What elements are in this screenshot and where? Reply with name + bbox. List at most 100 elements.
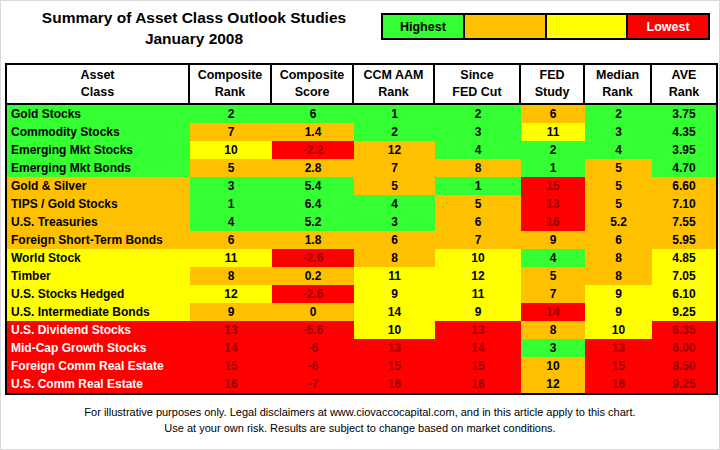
value-cell: 12	[354, 141, 435, 159]
legend-swatch-highest: Highest	[383, 15, 463, 38]
value-cell: 16	[521, 213, 585, 231]
asset-class-cell: Emerging Mkt Stocks	[7, 141, 190, 159]
value-cell: 9.25	[652, 303, 716, 321]
value-cell: 2	[435, 105, 521, 123]
value-cell: 5.4	[272, 177, 354, 195]
asset-class-cell: Gold & Silver	[7, 177, 190, 195]
value-cell: -2.6	[272, 285, 354, 303]
value-cell: 6	[354, 231, 435, 249]
value-cell: 8	[585, 267, 652, 285]
asset-class-cell: U.S. Treasuries	[7, 213, 190, 231]
value-cell: 5	[585, 177, 652, 195]
value-cell: 7	[354, 159, 435, 177]
header-line: Class	[81, 84, 114, 101]
value-cell: 7	[190, 123, 272, 141]
value-cell: 9	[354, 285, 435, 303]
value-cell: 3.95	[652, 141, 716, 159]
table-row: U.S. Intermediate Bonds901491499.25	[7, 303, 716, 321]
value-cell: 2.8	[272, 159, 354, 177]
value-cell: -5.6	[272, 321, 354, 339]
value-cell: 11	[435, 285, 521, 303]
value-cell: 8	[435, 159, 521, 177]
value-cell: 1	[354, 105, 435, 123]
value-cell: 6	[521, 105, 585, 123]
value-cell: 1	[521, 159, 585, 177]
value-cell: 8	[354, 249, 435, 267]
table-row: Emerging Mkt Bonds52.878154.70	[7, 159, 716, 177]
value-cell: 7	[435, 231, 521, 249]
disclaimer-line2: Use at your own risk. Results are subjec…	[0, 420, 720, 436]
value-cell: 8	[190, 267, 272, 285]
value-cell: 6.00	[652, 339, 716, 357]
value-cell: 5.2	[272, 213, 354, 231]
column-header-composite-rank: CompositeRank	[190, 65, 272, 103]
asset-class-cell: Foreign Short-Term Bonds	[7, 231, 190, 249]
value-cell: 5.2	[585, 213, 652, 231]
header-line: Composite	[280, 67, 345, 84]
header-line: Rank	[378, 84, 409, 101]
header-line: Since	[460, 67, 493, 84]
value-cell: 7.10	[652, 195, 716, 213]
legend-swatch-yellow	[545, 15, 627, 38]
value-cell: 14	[190, 339, 272, 357]
value-cell: 14	[521, 303, 585, 321]
value-cell: -7	[272, 375, 354, 393]
value-cell: 11	[521, 123, 585, 141]
header-line: Composite	[198, 67, 263, 84]
value-cell: 16	[435, 375, 521, 393]
header-line: CCM AAM	[364, 67, 424, 84]
disclaimer-line1: For illustrative purposes only. Legal di…	[0, 404, 720, 420]
value-cell: 0.2	[272, 267, 354, 285]
header-line: Rank	[602, 84, 633, 101]
value-cell: 4	[521, 249, 585, 267]
column-header-fed-study: FEDStudy	[521, 65, 585, 103]
value-cell: 12	[435, 267, 521, 285]
value-cell: 5	[354, 177, 435, 195]
asset-class-cell: Timber	[7, 267, 190, 285]
value-cell: 4.35	[652, 123, 716, 141]
value-cell: 4.70	[652, 159, 716, 177]
disclaimer: For illustrative purposes only. Legal di…	[0, 404, 720, 436]
value-cell: 10	[354, 321, 435, 339]
table-row: U.S. Stocks Hedged12-2.6911796.10	[7, 285, 716, 303]
asset-class-cell: U.S. Comm Real Estate	[7, 375, 190, 393]
value-cell: 3	[435, 123, 521, 141]
value-cell: 11	[354, 267, 435, 285]
header-line: FED Cut	[452, 84, 501, 101]
table-body: Gold Stocks2612623.75Commodity Stocks71.…	[7, 105, 716, 393]
chart-title-line1: Summary of Asset Class Outlook Studies	[8, 7, 380, 28]
value-cell: 1.8	[272, 231, 354, 249]
column-header-since-fed-cut: SinceFED Cut	[435, 65, 521, 103]
table-row: World Stock11-2.6810484.85	[7, 249, 716, 267]
value-cell: 12	[190, 285, 272, 303]
table-row: U.S. Dividend Stocks13-5.610138106.35	[7, 321, 716, 339]
value-cell: 13	[354, 339, 435, 357]
asset-class-cell: Emerging Mkt Bonds	[7, 159, 190, 177]
table-row: Emerging Mkt Stocks10-2.2124243.95	[7, 141, 716, 159]
value-cell: 7.05	[652, 267, 716, 285]
value-cell: 1	[190, 195, 272, 213]
legend: Highest Lowest	[381, 13, 710, 40]
column-header-ave-rank: AVERank	[652, 65, 716, 103]
legend-swatch-lowest: Lowest	[626, 15, 708, 38]
asset-class-cell: Commodity Stocks	[7, 123, 190, 141]
value-cell: 6.4	[272, 195, 354, 213]
value-cell: 5.95	[652, 231, 716, 249]
header-line: Rank	[215, 84, 246, 101]
value-cell: 14	[354, 303, 435, 321]
value-cell: 0	[272, 303, 354, 321]
value-cell: 3	[354, 213, 435, 231]
table-row: U.S. Treasuries45.236165.27.55	[7, 213, 716, 231]
value-cell: 9	[435, 303, 521, 321]
value-cell: 1.4	[272, 123, 354, 141]
value-cell: -6	[272, 357, 354, 375]
value-cell: -6	[272, 339, 354, 357]
asset-class-cell: TIPS / Gold Stocks	[7, 195, 190, 213]
value-cell: 3.75	[652, 105, 716, 123]
value-cell: 9	[190, 303, 272, 321]
column-header-composite-score: CompositeScore	[272, 65, 354, 103]
value-cell: 15	[190, 357, 272, 375]
value-cell: 15	[521, 177, 585, 195]
value-cell: -2.2	[272, 141, 354, 159]
value-cell: 7.55	[652, 213, 716, 231]
